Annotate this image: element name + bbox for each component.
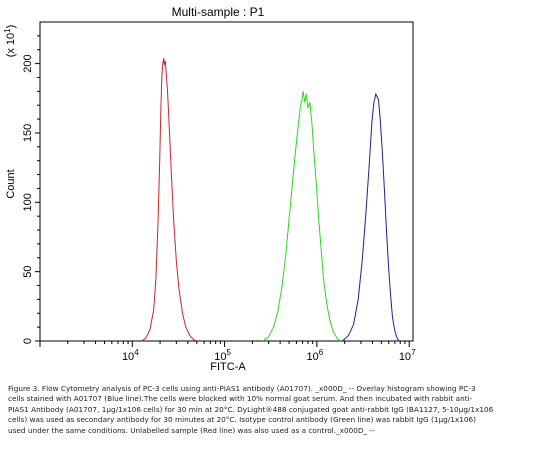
histogram-series-1 xyxy=(141,58,197,342)
y-tick-label: 150 xyxy=(22,124,34,142)
plot-area xyxy=(39,21,414,342)
x-tick-label: 106 xyxy=(307,348,324,363)
x-axis: 104 105 106 107 xyxy=(39,341,416,363)
chart-title: Multi-sample : P1 xyxy=(172,5,265,19)
x-tick-label: 105 xyxy=(214,348,231,363)
caption-line: used under the same conditions. Unlabell… xyxy=(8,425,375,435)
y-tick-label: 0 xyxy=(22,338,34,344)
y-multiplier-base: (x 10 xyxy=(5,33,17,57)
y-axis: 0 50 100 150 200 xyxy=(22,35,40,344)
plot-frame xyxy=(39,21,414,342)
caption-line: PIAS1 Antibody (A01707, 1µg/1x106 cells)… xyxy=(8,404,494,414)
y-multiplier-exponent: 1 xyxy=(3,28,12,33)
x-axis-label: FITC-A xyxy=(210,361,246,373)
y-tick-label: 100 xyxy=(22,193,34,211)
y-tick-label: 200 xyxy=(22,54,34,72)
figure-caption: Figure 3. Flow Cytometry analysis of PC-… xyxy=(8,384,544,436)
histogram-series-3 xyxy=(342,92,400,342)
caption-line: Figure 3. Flow Cytometry analysis of PC-… xyxy=(8,384,476,393)
series-layer xyxy=(141,58,400,342)
y-tick-label: 50 xyxy=(22,266,34,278)
y-axis-label: Count xyxy=(5,169,17,198)
y-axis-multiplier: (x 101) xyxy=(3,25,17,58)
x-tick-label: 104 xyxy=(122,348,139,363)
x-tick-label: 107 xyxy=(399,348,416,363)
caption-line: cells stained with A01707 (Blue line).Th… xyxy=(8,394,473,404)
y-multiplier-close: ) xyxy=(5,25,17,29)
caption-line: cells) was used as secondary antibody fo… xyxy=(8,415,476,425)
histogram-series-2 xyxy=(262,91,341,342)
flow-cytometry-histogram: Multi-sample : P1 104 105 106 107 0 50 100 150… xyxy=(3,5,416,373)
